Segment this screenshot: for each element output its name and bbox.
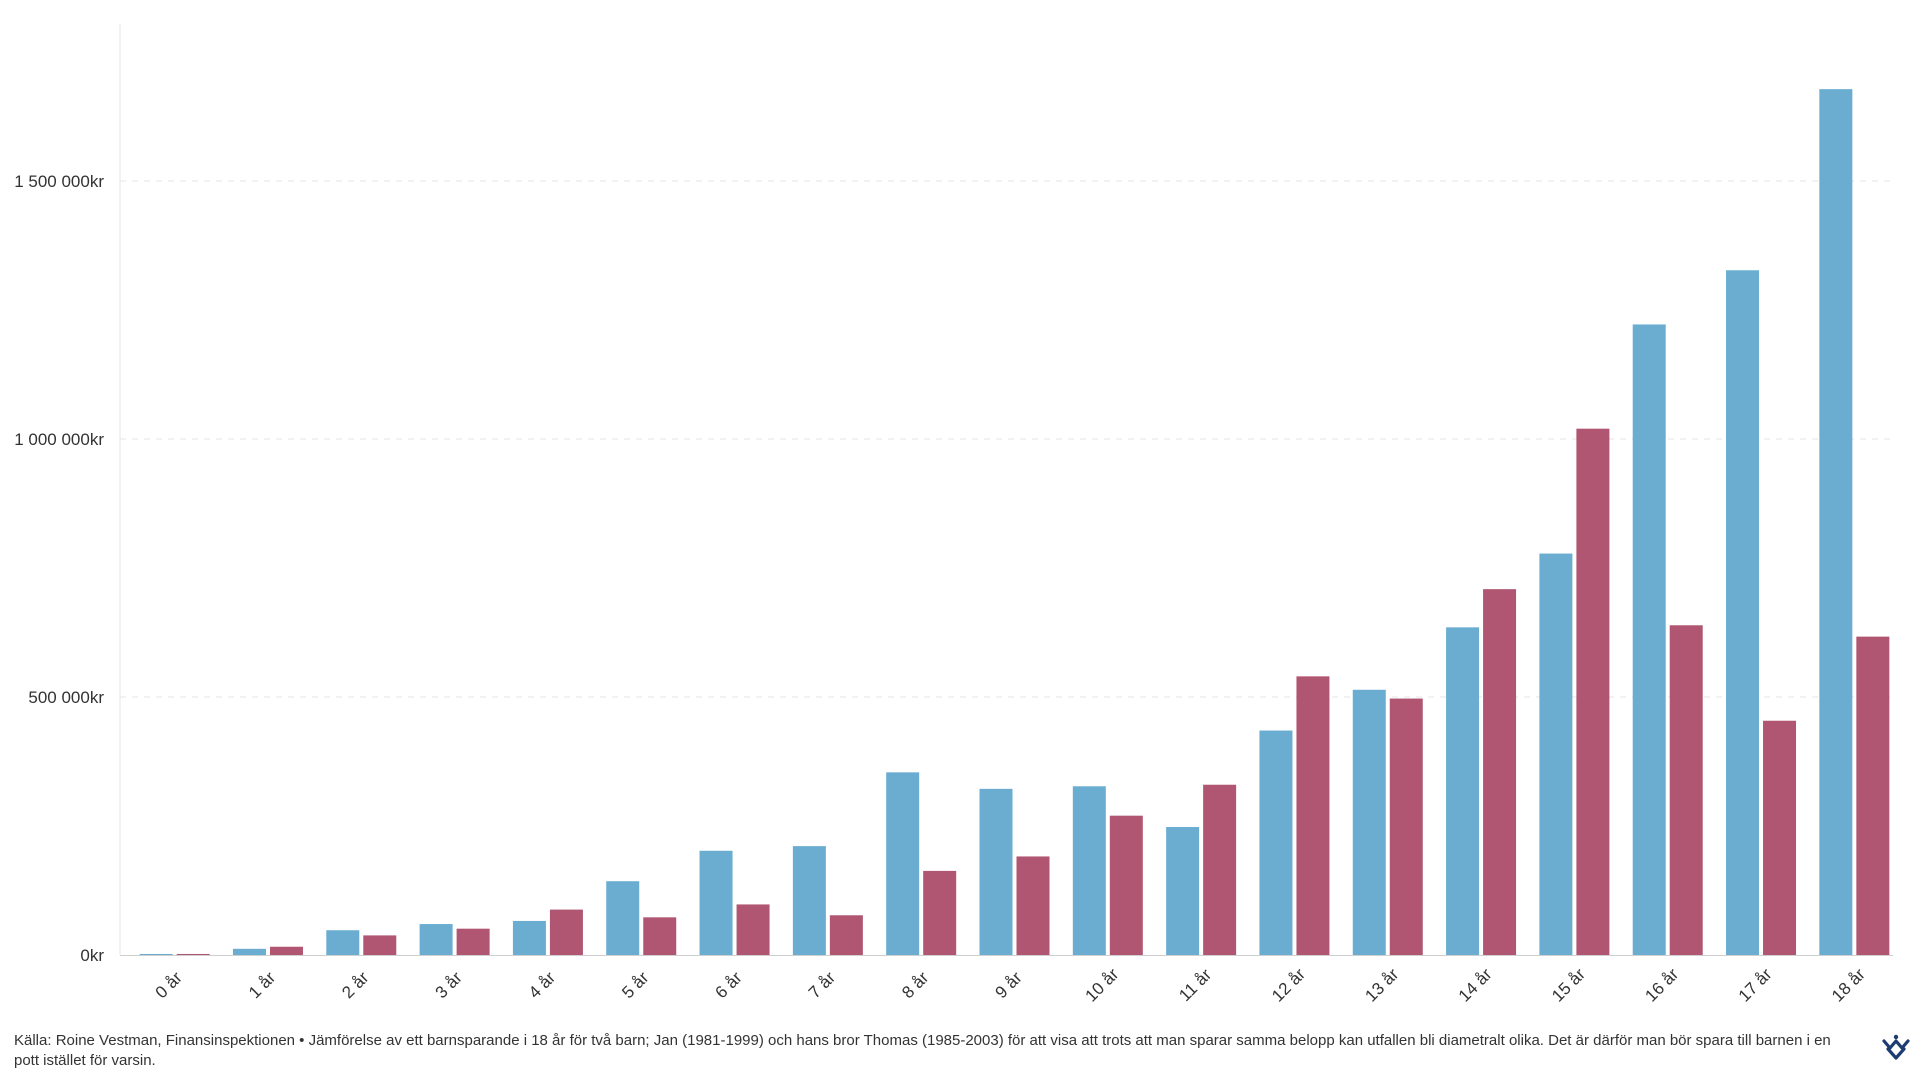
bar-series2-11: [1203, 784, 1237, 955]
bar-series1-16: [1632, 324, 1666, 955]
bar-series2-0: [176, 953, 210, 955]
x-tick-label-7: 7 år: [805, 968, 839, 1002]
bar-series1-10: [1072, 786, 1106, 955]
bar-series1-18: [1819, 89, 1853, 956]
x-tick-label-11: 11 år: [1175, 965, 1215, 1005]
bar-series1-0: [139, 953, 173, 955]
x-tick-label-6: 6 år: [712, 968, 746, 1002]
x-tick-label-17: 17 år: [1735, 964, 1776, 1005]
bar-series2-3: [456, 928, 490, 955]
x-tick-label-12: 12 år: [1268, 964, 1309, 1005]
bar-series1-4: [512, 920, 546, 955]
bar-series2-1: [269, 946, 303, 955]
bar-series2-6: [736, 904, 770, 955]
bar-series2-2: [363, 935, 397, 955]
bar-series2-9: [1016, 856, 1050, 955]
x-tick-label-2: 2 år: [338, 968, 372, 1002]
x-tick-label-9: 9 år: [992, 968, 1026, 1002]
bar-series2-4: [549, 909, 583, 955]
bar-series1-7: [792, 846, 826, 955]
x-tick-label-16: 16 år: [1641, 964, 1682, 1005]
brand-logo-icon: [1882, 1034, 1910, 1060]
x-tick-label-13: 13 år: [1361, 964, 1402, 1005]
y-tick-label-1: 500 000kr: [28, 688, 104, 707]
bar-series2-7: [829, 915, 863, 955]
bar-series1-15: [1539, 553, 1573, 955]
bar-series2-10: [1109, 815, 1143, 955]
bar-series2-17: [1763, 720, 1797, 955]
bar-series1-3: [419, 924, 453, 955]
y-tick-label-2: 1 000 000kr: [14, 430, 104, 449]
x-tick-label-1: 1 år: [245, 968, 279, 1002]
bar-series2-18: [1856, 636, 1890, 955]
y-tick-label-3: 1 500 000kr: [14, 172, 104, 191]
bar-series1-17: [1726, 270, 1760, 955]
bar-series2-8: [923, 870, 957, 955]
bar-series1-9: [979, 788, 1013, 955]
bar-series2-15: [1576, 428, 1610, 955]
bar-series2-14: [1483, 589, 1517, 955]
x-tick-label-5: 5 år: [618, 968, 652, 1002]
bar-series2-16: [1669, 625, 1703, 955]
bar-series1-14: [1446, 627, 1480, 955]
bar-series2-5: [643, 917, 677, 955]
bar-series2-12: [1296, 676, 1330, 955]
x-tick-label-3: 3 år: [432, 968, 466, 1002]
x-tick-label-18: 18 år: [1828, 964, 1869, 1005]
bar-series1-8: [886, 772, 920, 955]
bar-series1-13: [1352, 689, 1386, 955]
x-tick-label-15: 15 år: [1548, 964, 1589, 1005]
x-tick-label-4: 4 år: [525, 968, 559, 1002]
x-tick-label-14: 14 år: [1455, 964, 1496, 1005]
bar-series1-6: [699, 850, 733, 955]
x-tick-label-10: 10 år: [1082, 964, 1123, 1005]
y-tick-label-0: 0kr: [80, 946, 104, 965]
x-tick-label-8: 8 år: [898, 968, 932, 1002]
source-caption: Källa: Roine Vestman, Finansinspektionen…: [14, 1032, 1831, 1069]
bar-series1-5: [606, 881, 640, 955]
bar-series1-12: [1259, 730, 1293, 955]
bar-series1-1: [232, 948, 266, 955]
bar-series1-2: [326, 930, 360, 955]
bar-series2-13: [1389, 698, 1423, 955]
bar-series1-11: [1166, 827, 1200, 955]
x-tick-label-0: 0 år: [152, 968, 186, 1002]
